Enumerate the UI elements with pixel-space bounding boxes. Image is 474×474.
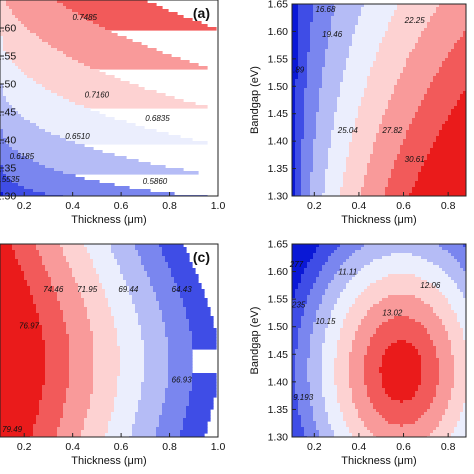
x-tick-label: 0.6: [396, 200, 411, 212]
x-tick-label: 0.4: [65, 441, 80, 453]
y-tick-label: 1.55: [0, 51, 16, 63]
x-tick-label: 0.6: [396, 441, 411, 453]
y-tick-label: 1.50: [268, 321, 289, 333]
y-tick-label: 1.45: [268, 108, 289, 120]
y-tick-label: 1.40: [0, 135, 16, 147]
panel-label: (c): [193, 249, 210, 265]
x-tick-label: 0.8: [441, 441, 456, 453]
x-tick-label: 0.6: [114, 200, 129, 212]
contour-label: 277: [289, 260, 304, 269]
contour-label: 64.43: [172, 285, 193, 294]
contour-label: 76.97: [19, 321, 40, 330]
contour-label: 0.7485: [73, 13, 98, 22]
contour-fill: [292, 244, 466, 437]
contour-fill: [292, 4, 466, 196]
y-tick-label: 1.45: [268, 349, 289, 361]
panel-2: 0.2 0.4 0.6 0.8 1.65 1.60 1.55 1.50 1.45 1.40 1.35…: [249, 0, 467, 226]
x-tick-label: 0.4: [65, 200, 80, 212]
contour-label: .89: [293, 66, 305, 75]
x-tick-label: 0.6: [114, 441, 129, 453]
y-tick-label: 1.50: [0, 79, 16, 91]
panel-3: 0.2 0.4 0.6 0.8 1.0 Thickness (μm) (c) 74.46 71.…: [0, 243, 226, 467]
contour-label: 0.6510: [65, 132, 90, 141]
y-tick-label: 1.30: [268, 432, 289, 444]
x-tick-label: 0.2: [307, 200, 322, 212]
x-tick-label: 0.4: [352, 441, 367, 453]
y-tick-label: 1.40: [268, 376, 289, 388]
x-tick-label: 0.4: [352, 200, 367, 212]
x-tick-label: 0.8: [441, 200, 456, 212]
x-tick-label: 0.2: [17, 200, 32, 212]
plot-frame: [0, 243, 219, 438]
contour-label: 0.6185: [10, 152, 35, 161]
x-tick-label: 1.0: [211, 200, 226, 212]
contour-fill: [0, 244, 217, 437]
contour-label: 10.15: [315, 317, 336, 326]
y-tick-label: 1.50: [268, 81, 289, 93]
plot-frame: [291, 3, 467, 197]
x-axis-label: Thickness (μm): [71, 455, 146, 467]
contour-label: 0.5860: [143, 177, 168, 186]
y-tick-label: 1.65: [268, 0, 289, 11]
panel-label: (a): [193, 5, 210, 21]
y-tick-label: 1.35: [268, 404, 289, 416]
x-axis-label: Thickness (μm): [71, 214, 146, 226]
contour-label: 79.49: [2, 425, 23, 434]
y-tick-label: 1.30: [268, 191, 289, 203]
contour-label: 9.193: [293, 393, 314, 402]
contour-label: 22.25: [404, 16, 426, 25]
contour-label: 0.6835: [145, 114, 170, 123]
y-tick-label: 1.35: [0, 163, 16, 175]
y-tick-label: 1.60: [268, 26, 289, 38]
y-tick-label: 1.40: [268, 136, 289, 148]
y-axis-label: Bandgap (eV): [249, 307, 261, 375]
y-tick-label: 1.55: [268, 53, 289, 65]
x-axis-label: Thickness (μm): [341, 455, 416, 467]
contour-label: 235: [291, 300, 306, 309]
y-tick-label: 1.60: [268, 266, 289, 278]
y-tick-label: 1.65: [268, 239, 289, 251]
contour-label: 0.5535: [0, 175, 20, 184]
contour-label: 71.95: [77, 285, 98, 294]
y-tick-label: 1.35: [268, 163, 289, 175]
y-tick-label: 1.55: [268, 294, 289, 306]
x-tick-label: 0.2: [307, 441, 322, 453]
contour-label: 66.93: [172, 375, 193, 384]
contour-label: 27.82: [381, 126, 403, 135]
plot-frame: [291, 243, 467, 438]
panel-4: 0.2 0.4 0.6 0.8 1.65 1.60 1.55 1.50 1.45 1.40 1.35…: [249, 239, 467, 467]
y-axis-label: Bandgap (eV): [249, 66, 261, 134]
contour-label: 69.44: [118, 285, 139, 294]
y-tick-label: 1.30: [0, 191, 16, 203]
contour-label: 16.68: [315, 5, 336, 14]
x-axis-label: Thickness (μm): [341, 214, 416, 226]
contour-label: 12.06: [420, 281, 441, 290]
contour-label: 0.7160: [85, 90, 110, 99]
x-tick-label: 0.2: [17, 441, 32, 453]
contour-label: 19.46: [322, 30, 343, 39]
contour-label: 74.46: [43, 285, 64, 294]
x-tick-label: 0.8: [162, 200, 177, 212]
contour-label: 11.11: [338, 267, 357, 276]
y-tick-label: 1.60: [0, 23, 16, 35]
contour-label: 13.02: [382, 309, 403, 318]
contour-fill: [0, 0, 217, 196]
panel-1: 0.2 0.4 0.6 0.8 1.0 1.60 1.55 1.50 1.45 1.40 1.35 1…: [0, 0, 225, 226]
y-tick-label: 1.45: [0, 107, 16, 119]
contour-label: 30.61: [405, 155, 425, 164]
x-tick-label: 1.0: [211, 441, 226, 453]
x-tick-label: 0.8: [162, 441, 177, 453]
contour-label: 25.04: [337, 126, 359, 135]
plot-frame: [0, 0, 219, 197]
